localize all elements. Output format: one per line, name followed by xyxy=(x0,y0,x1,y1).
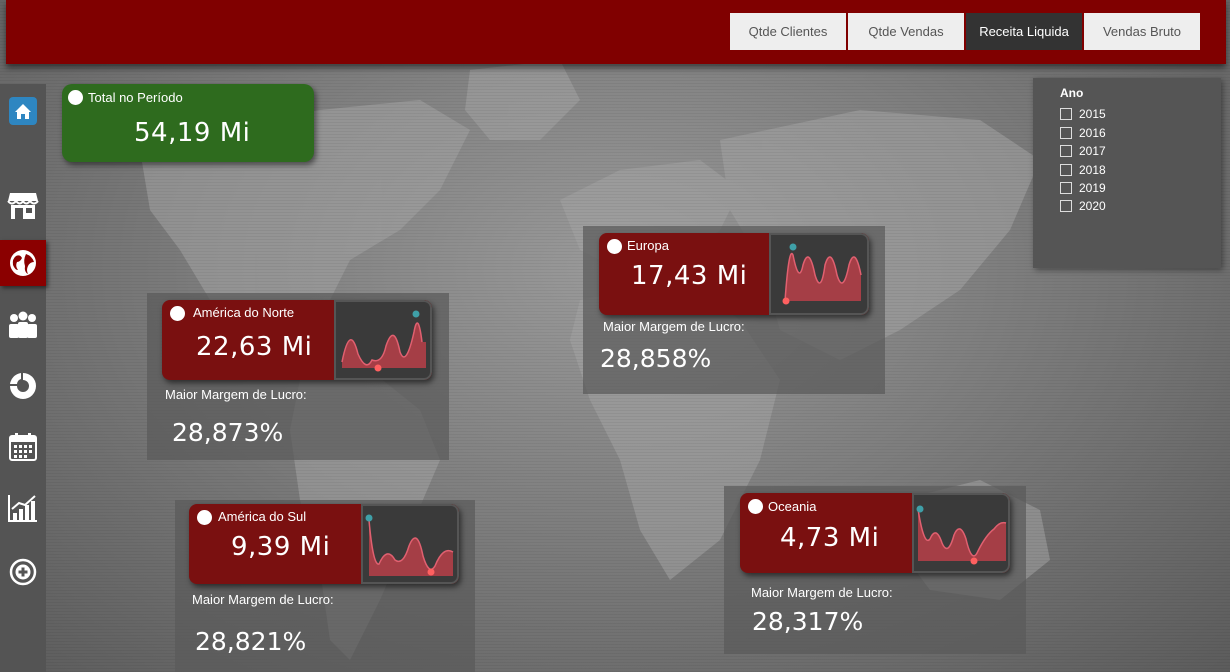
home-icon xyxy=(9,97,37,125)
add-circle-icon xyxy=(9,558,37,586)
card-dot-icon xyxy=(68,90,83,105)
oceania-sparkline xyxy=(912,493,1010,573)
sparkline-low-point xyxy=(374,364,382,372)
europe-value: 17,43 Mi xyxy=(631,261,748,291)
europe-sparkline xyxy=(769,233,869,315)
card-dot-icon xyxy=(607,239,622,254)
store-icon xyxy=(7,193,39,219)
north-america-margin-label: Maior Margem de Lucro: xyxy=(165,387,307,402)
nav-people-button[interactable] xyxy=(0,302,46,348)
south-america-margin-value: 28,821% xyxy=(195,627,307,656)
nav-store-button[interactable] xyxy=(0,182,46,228)
south-america-name: América do Sul xyxy=(218,509,307,524)
sparkline-low-point xyxy=(782,297,790,305)
tab-receita-liquida[interactable]: Receita Liquida xyxy=(966,13,1082,50)
card-dot-icon xyxy=(197,510,212,525)
south-america-sparkline xyxy=(361,504,459,584)
north-america-card[interactable]: América do Norte 22,63 Mi xyxy=(162,300,432,380)
sparkline-high-point xyxy=(365,514,373,522)
europe-margin-value: 28,858% xyxy=(600,344,712,373)
nav-add-button[interactable] xyxy=(0,549,46,595)
checkbox[interactable] xyxy=(1060,127,1072,139)
year-filter-panel: Ano 2015 2016 2017 2018 2019 2020 xyxy=(1033,78,1221,268)
year-option-2017[interactable]: 2017 xyxy=(1060,143,1106,159)
europe-card[interactable]: Europa 17,43 Mi xyxy=(599,233,869,315)
nav-donut-button[interactable] xyxy=(0,363,46,409)
year-option-2019[interactable]: 2019 xyxy=(1060,180,1106,196)
checkbox[interactable] xyxy=(1060,145,1072,157)
tab-qtde-clientes[interactable]: Qtde Clientes xyxy=(730,13,846,50)
top-header: Qtde Clientes Qtde Vendas Receita Liquid… xyxy=(6,0,1226,64)
globe-icon xyxy=(10,250,36,276)
checkbox[interactable] xyxy=(1060,200,1072,212)
checkbox[interactable] xyxy=(1060,164,1072,176)
year-option-2018[interactable]: 2018 xyxy=(1060,162,1106,178)
sparkline-high-point xyxy=(789,243,797,251)
north-america-name: América do Norte xyxy=(193,305,295,320)
card-dot-icon xyxy=(170,306,185,321)
nav-globe-button[interactable] xyxy=(0,240,46,286)
oceania-margin-value: 28,317% xyxy=(752,607,864,636)
oceania-value: 4,73 Mi xyxy=(780,523,880,553)
people-icon xyxy=(9,311,37,338)
oceania-name: Oceania xyxy=(768,499,817,514)
checkbox[interactable] xyxy=(1060,108,1072,120)
total-label: Total no Período xyxy=(88,90,183,105)
south-america-value: 9,39 Mi xyxy=(231,532,331,562)
sparkline-high-point xyxy=(412,310,420,318)
south-america-margin-label: Maior Margem de Lucro: xyxy=(192,592,334,607)
europe-margin-label: Maior Margem de Lucro: xyxy=(603,319,745,334)
year-filter-title: Ano xyxy=(1060,86,1084,100)
card-dot-icon xyxy=(748,499,763,514)
sparkline-low-point xyxy=(427,568,435,576)
metric-tabs: Qtde Clientes Qtde Vendas Receita Liquid… xyxy=(730,13,1200,50)
north-america-value: 22,63 Mi xyxy=(196,332,313,362)
calendar-icon xyxy=(9,433,37,461)
total-period-card: Total no Período 54,19 Mi xyxy=(62,84,314,162)
oceania-margin-label: Maior Margem de Lucro: xyxy=(751,585,893,600)
sidebar xyxy=(0,84,46,672)
total-value: 54,19 Mi xyxy=(134,118,251,148)
nav-home-button[interactable] xyxy=(0,88,46,134)
nav-calendar-button[interactable] xyxy=(0,424,46,470)
north-america-sparkline xyxy=(334,300,432,380)
europe-name: Europa xyxy=(627,238,669,253)
donut-chart-icon xyxy=(10,373,36,399)
year-option-2020[interactable]: 2020 xyxy=(1060,198,1106,214)
checkbox[interactable] xyxy=(1060,182,1072,194)
tab-qtde-vendas[interactable]: Qtde Vendas xyxy=(848,13,964,50)
nav-growth-button[interactable] xyxy=(0,485,46,531)
north-america-margin-value: 28,873% xyxy=(172,418,284,447)
oceania-card[interactable]: Oceania 4,73 Mi xyxy=(740,493,1010,573)
sparkline-low-point xyxy=(970,557,978,565)
tab-vendas-bruto[interactable]: Vendas Bruto xyxy=(1084,13,1200,50)
south-america-card[interactable]: América do Sul 9,39 Mi xyxy=(189,504,459,584)
sparkline-high-point xyxy=(916,505,924,513)
year-option-2015[interactable]: 2015 xyxy=(1060,106,1106,122)
year-option-2016[interactable]: 2016 xyxy=(1060,125,1106,141)
growth-chart-icon xyxy=(8,495,37,522)
